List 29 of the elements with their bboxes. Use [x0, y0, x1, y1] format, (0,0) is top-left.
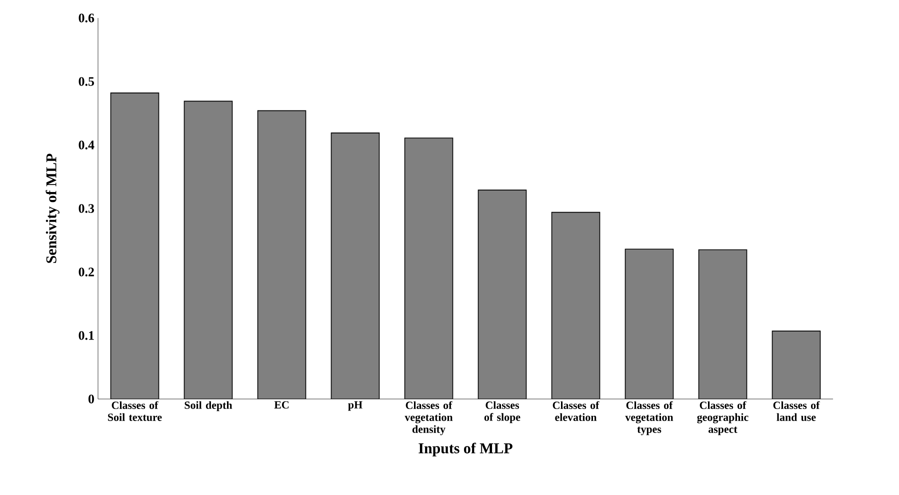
- bar: [772, 330, 821, 399]
- bar: [624, 248, 674, 399]
- x-tick-label: Classes of geographic aspect: [697, 401, 748, 436]
- y-axis-title: Sensivity of MLP: [46, 154, 60, 263]
- x-axis-title: Inputs of MLP: [418, 442, 512, 456]
- y-tick-label: 0: [88, 394, 94, 404]
- x-tick-label: Classes of vegetation types: [625, 401, 674, 436]
- x-tick-label: Classes of elevation: [552, 401, 600, 421]
- bar: [184, 100, 233, 399]
- y-tick-label: 0.4: [78, 140, 94, 150]
- bar: [110, 92, 160, 399]
- bar: [257, 110, 306, 399]
- bar: [551, 212, 600, 399]
- x-tick-label: pH: [348, 401, 362, 411]
- bar: [478, 190, 527, 399]
- x-tick-label: EC: [274, 401, 289, 409]
- x-tick-label: Classes of land use: [773, 401, 820, 422]
- bar: [698, 249, 748, 399]
- y-tick-label: 0.3: [78, 204, 94, 213]
- bar: [404, 138, 454, 399]
- x-tick-label: Classes of vegetation density: [404, 401, 453, 436]
- y-tick-label: 0.5: [78, 77, 94, 86]
- x-tick-label: Classes of slope: [484, 401, 520, 424]
- y-tick-label: 0.6: [78, 14, 94, 22]
- y-tick-label: 0.2: [78, 268, 94, 276]
- x-tick-label: Soil depth: [184, 401, 232, 412]
- y-tick-label: 0.1: [78, 331, 94, 340]
- x-tick-label: Classes of Soil texture: [108, 401, 162, 422]
- bar: [330, 132, 380, 399]
